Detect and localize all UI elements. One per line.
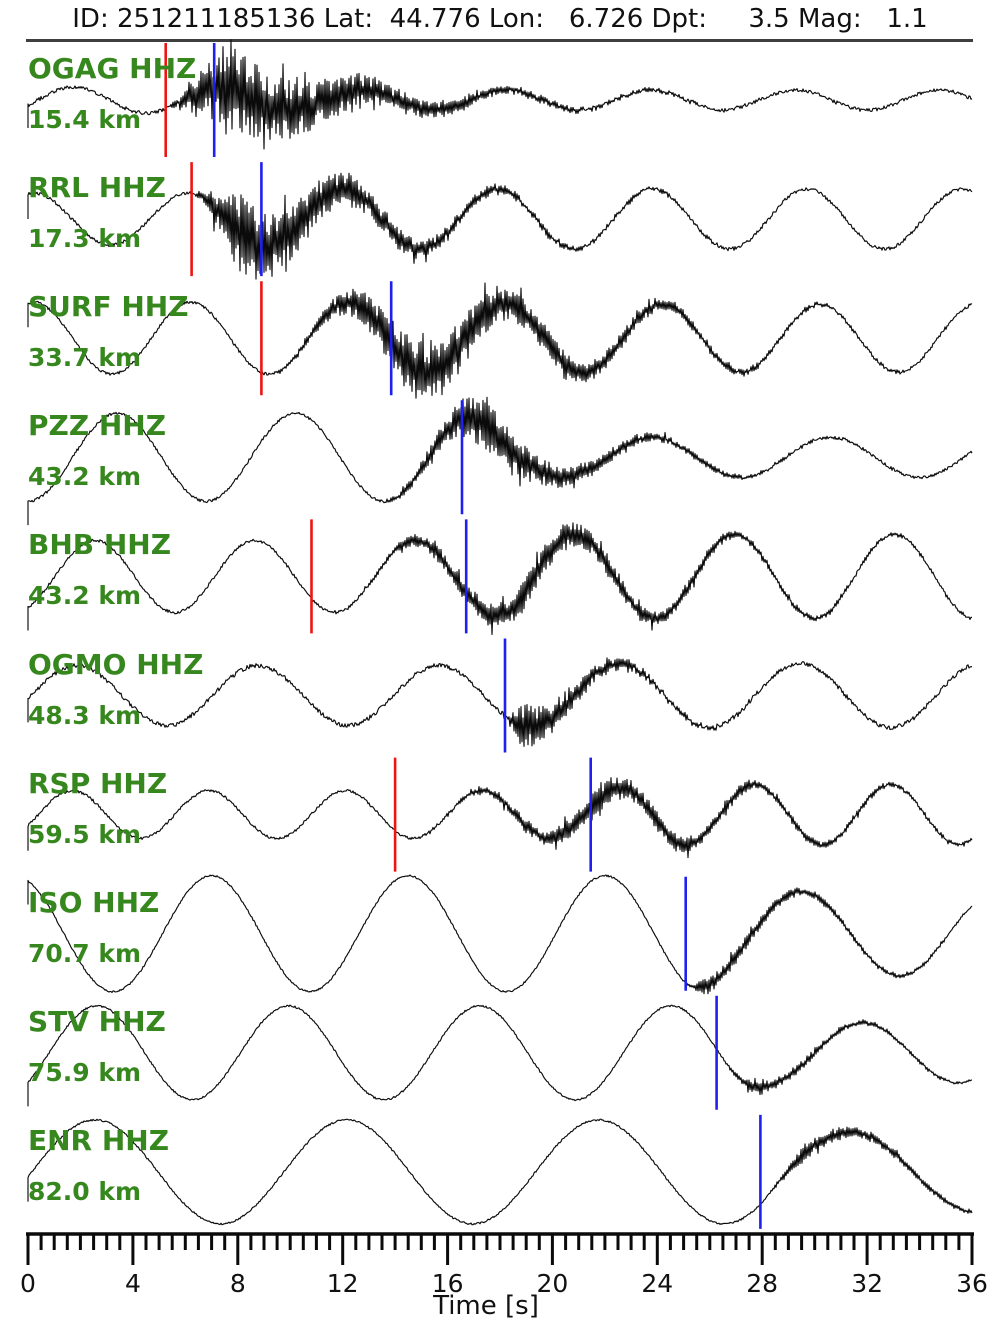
- waveform-trace-surf: [27, 282, 973, 399]
- distance-label: 33.7 km: [28, 343, 142, 373]
- distance-label: 15.4 km: [28, 105, 142, 134]
- waveform-trace-stv: [27, 1004, 973, 1107]
- distance-label: 48.3 km: [28, 700, 142, 730]
- distance-label: 82.0 km: [28, 1176, 142, 1206]
- distance-label: 75.9 km: [28, 1057, 142, 1087]
- distance-label: 43.2 km: [28, 581, 142, 611]
- waveform-trace-pzz: [27, 396, 973, 526]
- time-axis-label: Time [s]: [433, 1291, 539, 1321]
- station-label: BHB HHZ: [28, 528, 172, 562]
- x-tick-label: 4: [125, 1269, 141, 1298]
- station-label: OGMO HHZ: [28, 647, 204, 681]
- waveform-trace-rsp: [27, 777, 973, 859]
- station-label: ENR HHZ: [28, 1123, 170, 1157]
- distance-label: 59.5 km: [28, 819, 142, 849]
- station-label: RSP HHZ: [28, 766, 168, 800]
- x-tick-label: 16: [432, 1269, 464, 1298]
- distance-label: 70.7 km: [28, 938, 142, 968]
- station-label: STV HHZ: [28, 1004, 166, 1038]
- event-header-title: ID: 251211185136 Lat: 44.776 Lon: 6.726 …: [72, 4, 928, 34]
- station-label: SURF HHZ: [28, 290, 189, 324]
- x-tick-label: 0: [20, 1269, 36, 1298]
- x-tick-label: 8: [230, 1269, 246, 1298]
- x-tick-label: 32: [851, 1269, 883, 1298]
- waveform-trace-enr: [27, 1118, 973, 1226]
- x-tick-label: 24: [641, 1269, 673, 1298]
- waveform-trace-iso: [27, 874, 973, 995]
- waveform-trace-ogag: [27, 39, 973, 150]
- waveform-trace-bhb: [27, 522, 973, 636]
- header-divider-line: [26, 39, 973, 42]
- waveform-trace-rrl: [27, 172, 973, 280]
- x-tick-label: 12: [327, 1269, 359, 1298]
- waveform-trace-ogmo: [27, 657, 973, 747]
- distance-label: 17.3 km: [28, 224, 142, 254]
- distance-label: 43.2 km: [28, 462, 142, 492]
- station-label: PZZ HHZ: [28, 409, 167, 443]
- x-tick-label: 36: [956, 1269, 988, 1298]
- station-label: OGAG HHZ: [28, 52, 197, 85]
- x-tick-label: 20: [536, 1269, 568, 1298]
- station-label: ISO HHZ: [28, 885, 160, 919]
- x-tick-label: 28: [746, 1269, 778, 1298]
- station-label: RRL HHZ: [28, 171, 166, 205]
